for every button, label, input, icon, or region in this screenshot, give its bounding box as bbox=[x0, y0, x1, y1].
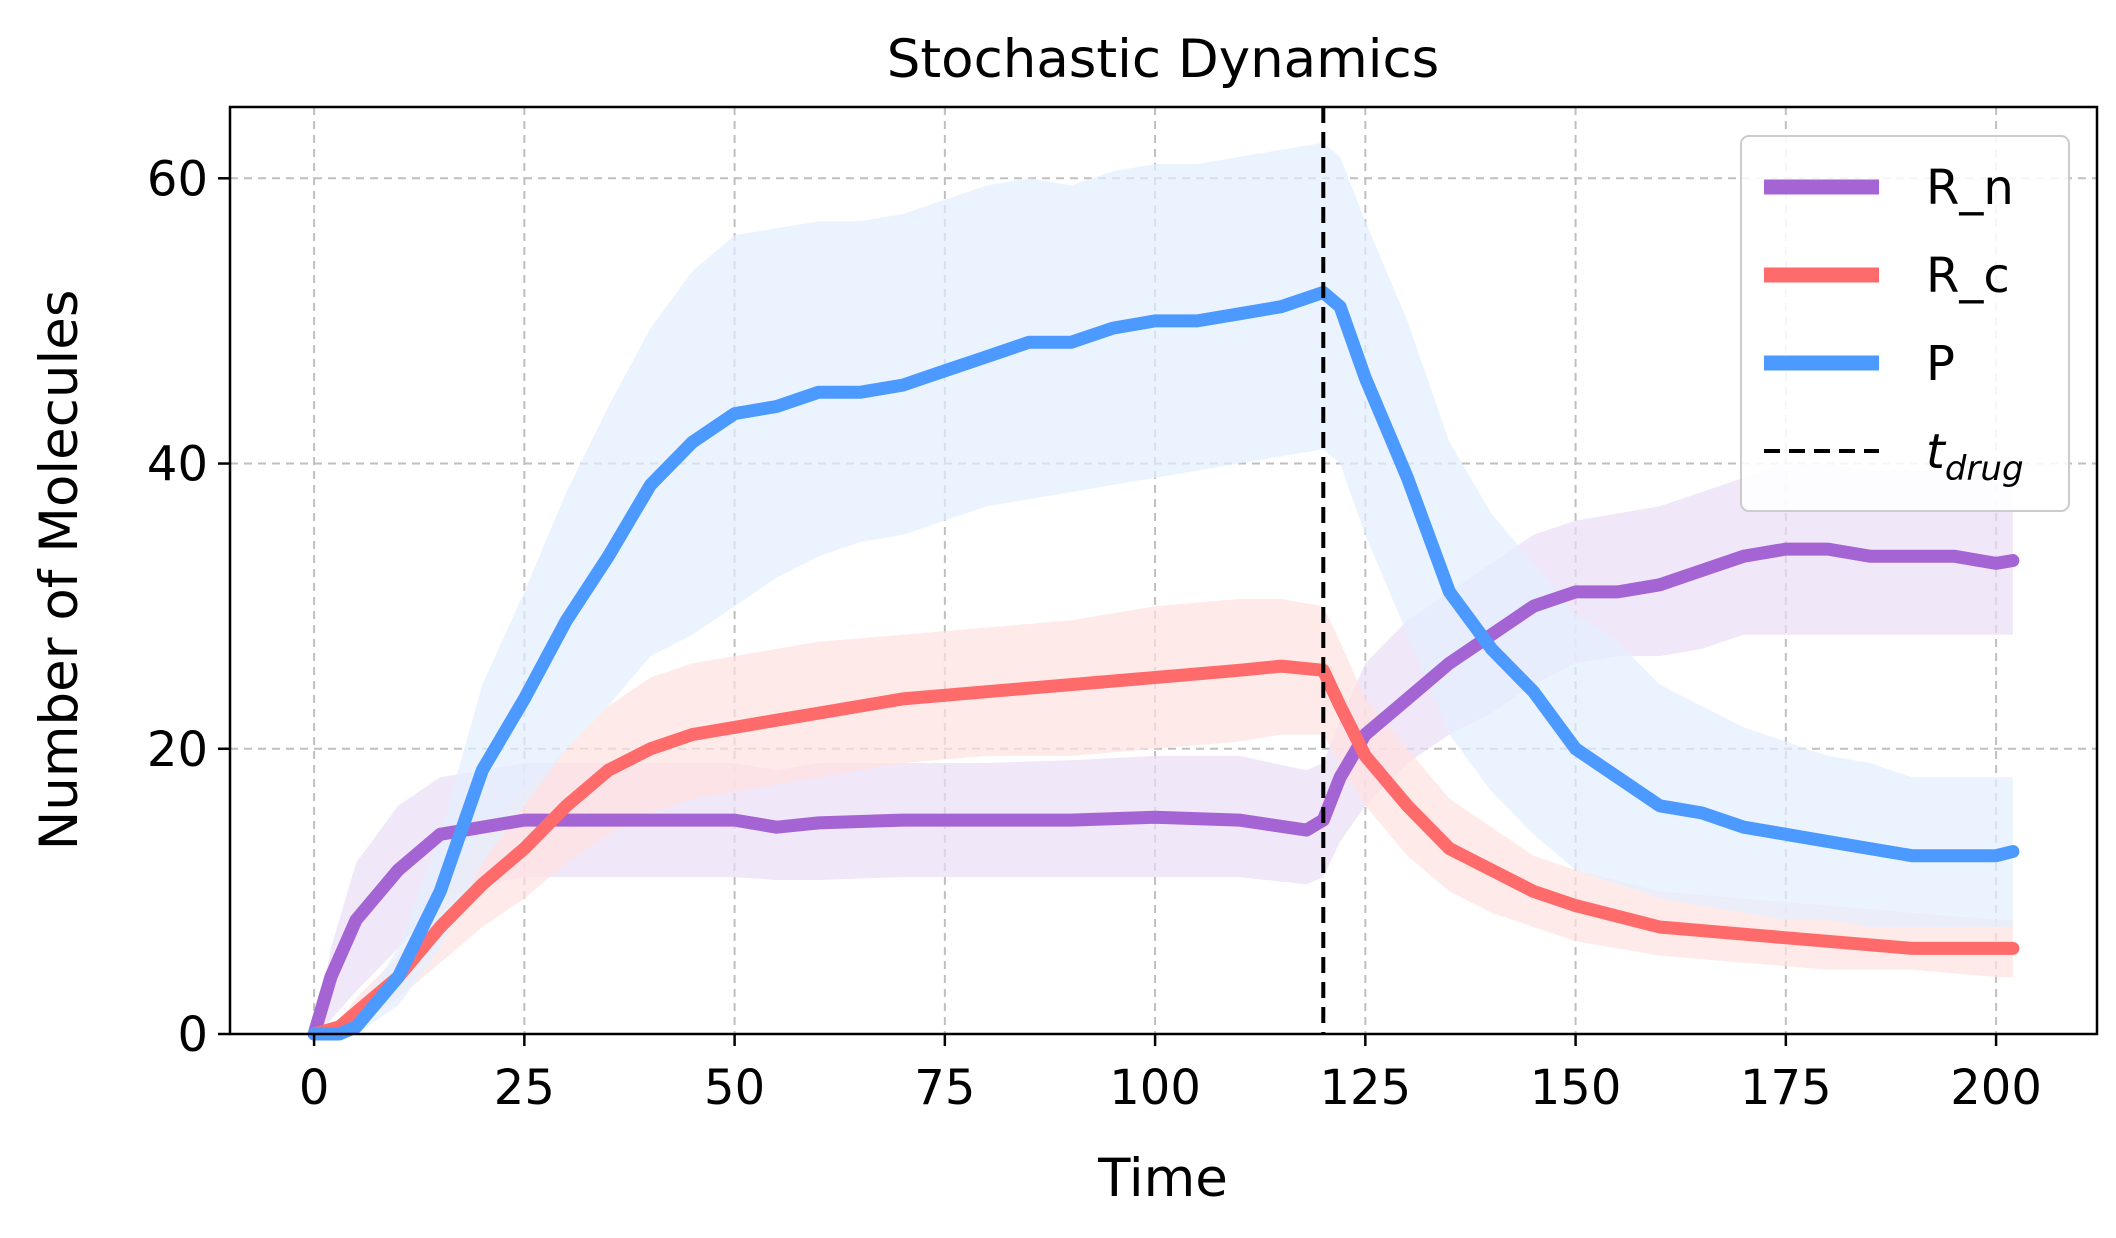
plot-area-frame bbox=[228, 105, 2099, 1036]
x-tick-label-100: 100 bbox=[1109, 1060, 1201, 1116]
x-tick-label-50: 50 bbox=[704, 1060, 765, 1116]
x-tick-label-125: 125 bbox=[1320, 1060, 1412, 1116]
line-p bbox=[307, 285, 2020, 1041]
legend-label-t-drug: tdrug bbox=[1926, 424, 2024, 489]
legend-label-r-n: R_n bbox=[1926, 160, 2014, 216]
band-p bbox=[314, 142, 2013, 1034]
y-axis-ticks: 0 20 40 60 bbox=[147, 151, 230, 1063]
x-tick-label-150: 150 bbox=[1530, 1060, 1622, 1116]
y-tick-label-20: 20 bbox=[147, 722, 208, 778]
legend-box bbox=[1740, 135, 2070, 512]
band-r-n bbox=[314, 463, 2013, 1034]
y-tick-label-40: 40 bbox=[147, 437, 208, 493]
legend-label-t-drug-sub: drug bbox=[1945, 449, 2024, 489]
x-tick-label-0: 0 bbox=[299, 1060, 330, 1116]
band-r-c bbox=[314, 599, 2013, 1034]
y-tick-label-60: 60 bbox=[147, 151, 208, 207]
y-axis-label: Number of Molecules bbox=[29, 290, 90, 851]
x-axis-label: Time bbox=[1097, 1148, 1228, 1209]
x-tick-label-200: 200 bbox=[1950, 1060, 2042, 1116]
line-r-c bbox=[307, 659, 2020, 1041]
x-tick-label-75: 75 bbox=[914, 1060, 975, 1116]
chart-title: Stochastic Dynamics bbox=[887, 29, 1440, 90]
x-tick-label-25: 25 bbox=[494, 1060, 555, 1116]
legend-label-t-drug-base: t bbox=[1926, 424, 1947, 480]
legend: R_n R_c P tdrug bbox=[1740, 135, 2070, 512]
legend-label-r-c: R_c bbox=[1926, 248, 2010, 304]
y-tick-label-0: 0 bbox=[177, 1007, 208, 1063]
confidence-bands bbox=[314, 142, 2013, 1034]
legend-label-p: P bbox=[1926, 336, 1955, 392]
x-tick-label-175: 175 bbox=[1740, 1060, 1832, 1116]
x-axis-ticks: 0 25 50 75 100 125 150 175 200 bbox=[299, 1034, 2042, 1116]
